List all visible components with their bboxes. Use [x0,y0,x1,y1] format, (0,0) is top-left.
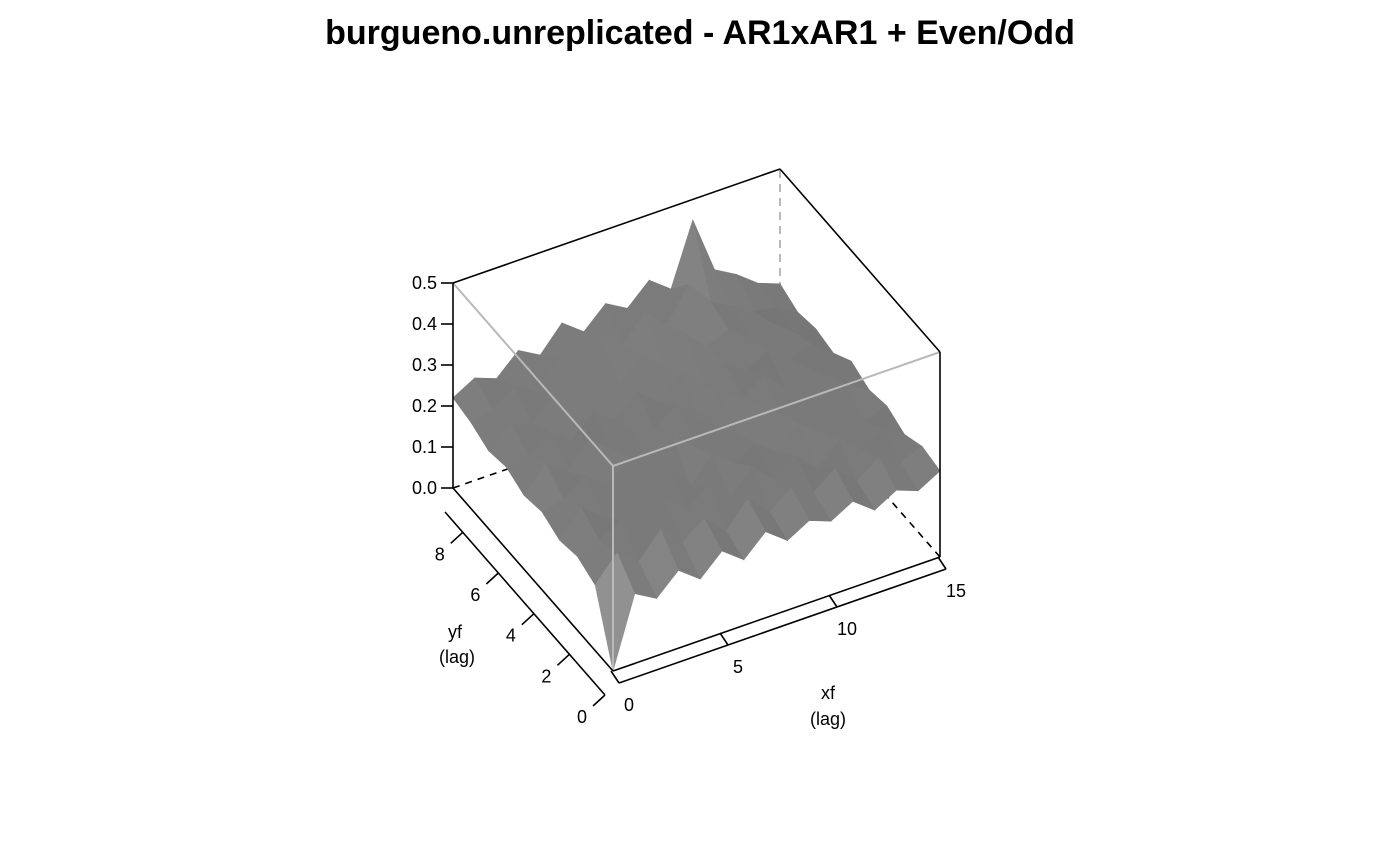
y-tick-label-1: 2 [541,666,551,686]
x-tick-label-1: 5 [733,657,743,677]
y-tick-2 [521,613,535,626]
box-edge-top-back [452,168,781,284]
box-edge-top-front [612,351,941,467]
y-axis-line [444,511,606,696]
z-axis: 0.0 0.1 0.2 0.3 0.4 0.5 [412,273,453,498]
z-tick-label-0: 0.0 [412,478,437,498]
y-axis: 0 2 4 6 8 [435,511,606,727]
y-tick-label-2: 4 [506,626,516,646]
y-tick-label-3: 6 [470,585,480,605]
surface [452,218,941,672]
z-tick-label-5: 0.5 [412,273,437,293]
x-axis-label: xf [821,683,836,703]
y-tick-label-0: 0 [577,707,587,727]
x-tick-label-2: 10 [837,619,857,639]
z-tick-label-1: 0.1 [412,437,437,457]
box-edge-top-left [452,282,614,467]
chart-title: burgueno.unreplicated - AR1xAR1 + Even/O… [325,14,1075,52]
box-edge-bottom-left [452,487,614,672]
y-tick-0 [592,694,606,707]
box-front-edges [452,168,941,672]
box-edge-bottom-front [612,556,941,672]
y-tick-4 [450,531,464,544]
x-tick-label-3: 15 [946,581,966,601]
y-axis-label-sub: (lag) [439,647,475,667]
y-tick-3 [485,572,499,585]
z-tick-label-4: 0.4 [412,314,437,334]
x-tick-3 [937,556,947,570]
y-axis-label: yf [448,622,463,642]
x-tick-2 [828,594,838,608]
y-tick-1 [556,653,570,666]
box-edge-top-right [779,168,941,353]
surface-facet-0-0 [594,552,636,672]
x-axis: 0 5 10 15 [610,556,966,715]
x-tick-0 [610,670,620,684]
y-tick-label-4: 8 [435,544,445,564]
z-tick-label-3: 0.3 [412,355,437,375]
x-axis-line [618,568,947,684]
x-axis-label-sub: (lag) [810,709,846,729]
z-tick-label-2: 0.2 [412,396,437,416]
x-tick-label-0: 0 [624,695,634,715]
x-tick-1 [719,632,729,646]
